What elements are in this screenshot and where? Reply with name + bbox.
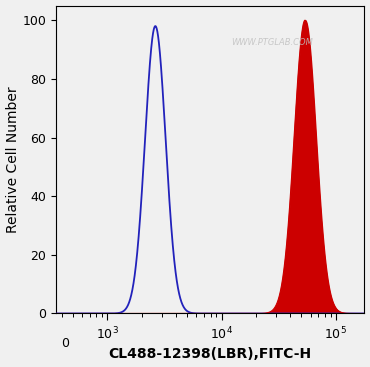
Y-axis label: Relative Cell Number: Relative Cell Number <box>6 86 20 233</box>
Text: 0: 0 <box>61 337 69 350</box>
X-axis label: CL488-12398(LBR),FITC-H: CL488-12398(LBR),FITC-H <box>109 348 312 361</box>
Text: WWW.PTGLAB.COM: WWW.PTGLAB.COM <box>231 38 313 47</box>
